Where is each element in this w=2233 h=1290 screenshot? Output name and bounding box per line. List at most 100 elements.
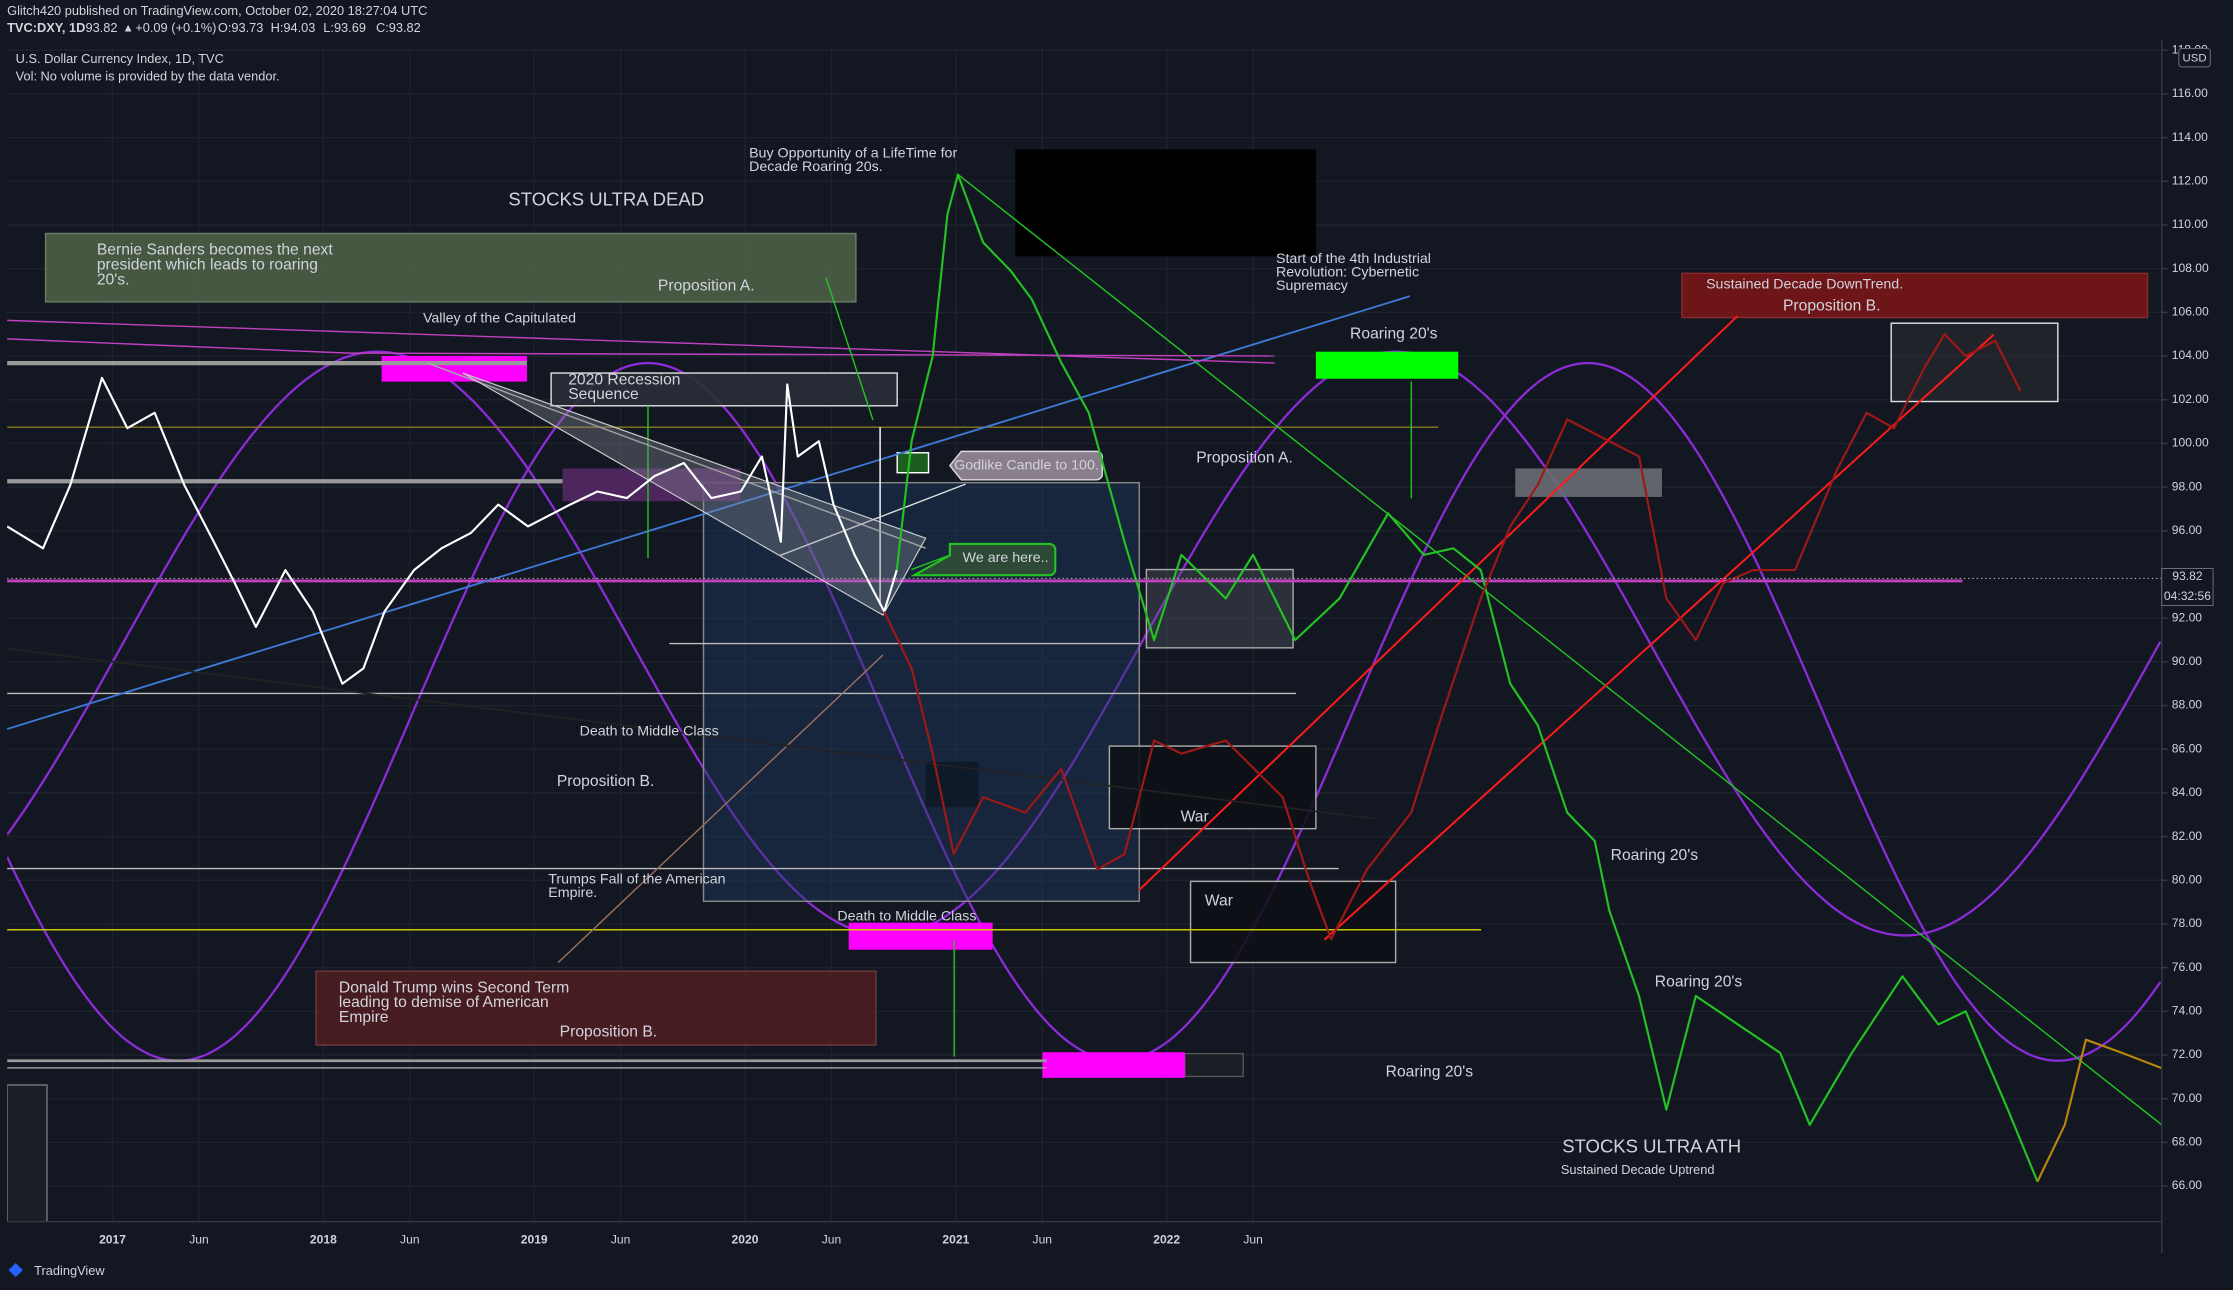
y-tick-label: 92.00 xyxy=(2172,610,2203,624)
ohlc: O:93.73 xyxy=(218,20,264,35)
countdown: 04:32:56 xyxy=(2164,589,2211,603)
annotation: Empire. xyxy=(548,885,597,901)
drawing-box xyxy=(550,372,898,407)
up-arrow: ▲ xyxy=(122,22,133,34)
y-tick-label: 76.00 xyxy=(2172,960,2203,974)
annotation: Roaring 20's xyxy=(1350,326,1438,343)
y-tick-label: 114.00 xyxy=(2172,130,2208,144)
annotation: Proposition B. xyxy=(560,1023,657,1040)
ohlc: C:93.82 xyxy=(376,20,421,35)
annotation: 2020 Recession xyxy=(568,371,680,388)
annotation: STOCKS ULTRA DEAD xyxy=(508,189,704,210)
x-tick-label: Jun xyxy=(1243,1232,1263,1246)
drawing-box xyxy=(925,761,979,808)
drawing-line xyxy=(825,277,874,421)
x-tick-label: Jun xyxy=(189,1232,209,1246)
annotation: STOCKS ULTRA ATH xyxy=(1562,1136,1741,1157)
annotation: leading to demise of American xyxy=(339,994,549,1011)
last-price: 93.82 xyxy=(2172,569,2203,583)
annotation: Proposition B. xyxy=(1783,297,1880,314)
drawing-box xyxy=(1681,272,2149,319)
y-tick-label: 108.00 xyxy=(2172,261,2209,275)
currency-badge xyxy=(2178,47,2211,68)
y-tick-label: 86.00 xyxy=(2172,741,2203,755)
annotation: Trumps Fall of the American xyxy=(548,872,725,888)
ohlc: H:94.03 xyxy=(271,20,316,35)
y-tick-label: 84.00 xyxy=(2172,785,2203,799)
annotation: Proposition A. xyxy=(1196,450,1293,467)
y-tick-label: 70.00 xyxy=(2172,1091,2203,1105)
cycle-wave xyxy=(7,350,2162,937)
annotation: Sequence xyxy=(568,386,639,403)
y-tick-label: 96.00 xyxy=(2172,523,2203,537)
drawing-box xyxy=(896,452,930,474)
drawing-line xyxy=(1323,333,1995,941)
annotation: Proposition A. xyxy=(658,277,755,294)
price-line xyxy=(7,376,898,685)
price-line xyxy=(2036,1038,2162,1183)
drawing-line xyxy=(7,647,1375,820)
y-tick-label: 82.00 xyxy=(2172,829,2203,843)
annotation: Supremacy xyxy=(1276,278,1349,294)
drawing-line xyxy=(7,295,1411,730)
y-tick-label: 98.00 xyxy=(2172,479,2203,493)
y-tick-label: 72.00 xyxy=(2172,1047,2203,1061)
y-tick-label: 74.00 xyxy=(2172,1004,2203,1018)
currency: USD xyxy=(2183,52,2207,64)
annotation: War xyxy=(1205,892,1233,909)
change: +0.09 (+0.1%) xyxy=(135,20,216,35)
annotation: Revolution: Cybernetic xyxy=(1276,264,1419,280)
annotations: STOCKS ULTRA DEAD Bernie Sanders becomes … xyxy=(97,146,1903,1177)
y-tick-label: 104.00 xyxy=(2172,348,2209,362)
price-lines xyxy=(7,173,2162,1183)
annotation: Buy Opportunity of a LifeTime for xyxy=(749,146,957,162)
y-tick-label: 106.00 xyxy=(2172,305,2209,319)
logo xyxy=(8,1262,23,1278)
drawing-line xyxy=(1138,315,1739,891)
annotation: Roaring 20's xyxy=(1611,847,1699,864)
drawing-box xyxy=(1108,745,1317,830)
drawing-box xyxy=(1890,322,2059,403)
footer: TradingView xyxy=(34,1263,105,1278)
drawing-box xyxy=(1184,1052,1244,1078)
y-tick-label: 116.00 xyxy=(2172,86,2208,100)
y-tick-label: 90.00 xyxy=(2172,654,2203,668)
y-tick-label: 66.00 xyxy=(2172,1178,2203,1192)
x-tick-label: Jun xyxy=(611,1232,631,1246)
annotation: Sustained Decade Uptrend xyxy=(1561,1162,1715,1177)
drawing-box xyxy=(1015,149,1316,257)
annotation: Roaring 20's xyxy=(1655,974,1743,991)
y-tick-label: 102.00 xyxy=(2172,392,2209,406)
last-price-badge xyxy=(2161,568,2214,606)
annotation: Roaring 20's xyxy=(1386,1063,1474,1080)
annotation: Death to Middle Class xyxy=(837,909,976,925)
y-tick-label: 100.00 xyxy=(2172,436,2209,450)
x-tick-label: 2018 xyxy=(310,1232,337,1246)
price: 93.82 xyxy=(85,20,117,35)
y-tick-label: 80.00 xyxy=(2172,872,2203,886)
drawing-box xyxy=(702,481,1140,903)
annotation: Decade Roaring 20s. xyxy=(749,159,883,175)
drawing-wedge xyxy=(462,372,927,616)
cycle-wave xyxy=(7,361,2162,1062)
y-tick-label: 88.00 xyxy=(2172,698,2203,712)
drawing-line xyxy=(557,654,884,964)
publisher: Glitch420 published on TradingView.com, … xyxy=(7,3,427,18)
callout xyxy=(910,542,1057,577)
drawing-box xyxy=(1145,568,1294,649)
chart-subtitle: Vol: No volume is provided by the data v… xyxy=(16,68,280,83)
y-tick-label: 112.00 xyxy=(2172,174,2208,188)
x-tick-label: 2017 xyxy=(99,1232,126,1246)
annotation: 20's. xyxy=(97,271,130,288)
annotation: Valley of the Capitulated xyxy=(423,311,576,327)
drawing-box xyxy=(1189,880,1397,964)
drawing-box xyxy=(1515,468,1662,497)
drawing-box xyxy=(7,1084,48,1222)
x-tick-label: 2021 xyxy=(942,1232,969,1246)
annotation: Sustained Decade DownTrend. xyxy=(1706,277,1903,293)
drawing-box xyxy=(315,970,877,1046)
drawing-box xyxy=(1315,351,1459,379)
annotation: War xyxy=(1181,808,1209,825)
